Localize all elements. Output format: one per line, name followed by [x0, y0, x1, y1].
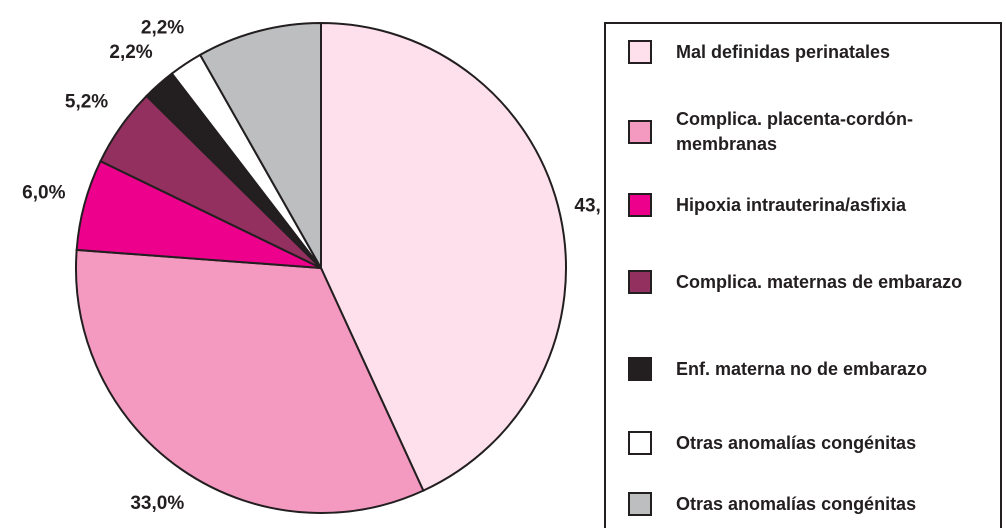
- pie-area: 43,1% 33,0% 6,0% 5,2% 2,2% 2,2% 8,2%: [22, 0, 600, 514]
- legend-label: Hipoxia intrauterina/asfixia: [676, 194, 907, 215]
- legend-label: Enf. materna no de embarazo: [676, 358, 928, 379]
- data-label: 2,2%: [109, 42, 152, 63]
- legend: Mal definidas perinatales Complica. place…: [604, 22, 1002, 528]
- legend-item: Complica. placenta-cordón-membranas: [628, 107, 988, 157]
- pie-slice: [75, 248, 425, 514]
- legend-swatch: [628, 270, 652, 294]
- data-label: 2,2%: [141, 18, 184, 39]
- legend-item: Complica. maternas de embarazo: [628, 257, 988, 307]
- legend-swatch: [628, 357, 652, 381]
- pie-slice: [320, 21, 567, 492]
- legend-item: Otras anomalías congénitas: [628, 479, 988, 528]
- legend-label: Complica. placenta-cordón-membranas: [676, 109, 914, 154]
- legend-label: Mal definidas perinatales: [676, 41, 891, 62]
- legend-swatch: [628, 120, 652, 144]
- legend-item: Hipoxia intrauterina/asfixia: [628, 180, 988, 230]
- data-label: 43,1%: [574, 196, 600, 217]
- data-label: 6,0%: [22, 183, 65, 204]
- legend-item: Enf. materna no de embarazo: [628, 344, 988, 394]
- legend-swatch: [628, 193, 652, 217]
- legend-swatch: [628, 431, 652, 455]
- legend-item: Mal definidas perinatales: [628, 27, 988, 77]
- data-label: 5,2%: [65, 91, 108, 112]
- pie-slice: [198, 21, 322, 272]
- legend-swatch: [628, 40, 652, 64]
- data-label: 33,0%: [130, 493, 184, 514]
- legend-swatch: [628, 492, 652, 516]
- data-label: 8,2%: [226, 0, 269, 1]
- legend-label: Otras anomalías congénitas: [676, 432, 917, 453]
- legend-item: Otras anomalías congénitas: [628, 418, 988, 468]
- legend-label: Otras anomalías congénitas: [676, 493, 917, 514]
- legend-label: Complica. maternas de embarazo: [676, 271, 963, 292]
